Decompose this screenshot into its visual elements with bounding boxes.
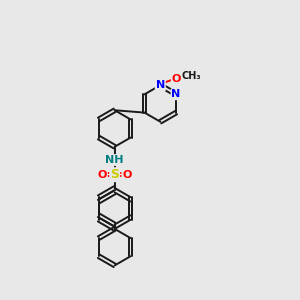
Text: O: O — [122, 170, 132, 180]
Text: N: N — [156, 80, 165, 90]
Text: S: S — [110, 168, 119, 181]
Text: O: O — [172, 74, 181, 84]
Text: NH: NH — [105, 155, 124, 165]
Text: CH₃: CH₃ — [182, 71, 202, 81]
Text: N: N — [172, 89, 181, 99]
Text: O: O — [98, 170, 107, 180]
